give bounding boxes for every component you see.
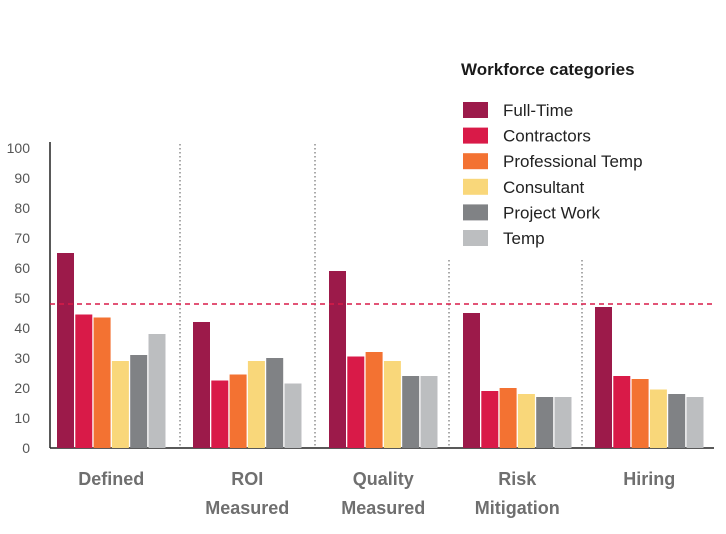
bar-professional-temp-0	[93, 317, 111, 448]
bar-project-work-3	[536, 397, 554, 448]
bar-full-time-1	[193, 322, 210, 448]
category-label: Risk	[498, 469, 537, 489]
bar-temp-1	[284, 383, 302, 448]
legend-swatch	[463, 230, 488, 246]
bar-consultant-3	[517, 394, 535, 448]
category-label: Measured	[205, 498, 289, 518]
legend-swatch	[463, 204, 488, 221]
y-tick-label: 40	[14, 320, 30, 336]
bar-full-time-3	[463, 313, 480, 448]
y-tick-label: 30	[14, 350, 30, 366]
y-tick-label: 90	[14, 170, 30, 186]
category-labels: Defined ROI Measured Quality Measured Risk Mit…	[78, 469, 675, 518]
bar-professional-temp-4	[631, 379, 649, 448]
y-tick-label: 60	[14, 260, 30, 276]
bar-contractors-3	[481, 391, 499, 448]
bar-professional-temp-1	[229, 374, 247, 448]
y-tick-label: 100	[7, 140, 31, 156]
legend-label: Full-Time	[503, 101, 573, 120]
y-tick-label: 20	[14, 380, 30, 396]
bar-project-work-2	[402, 376, 420, 448]
legend-label: Professional Temp	[503, 152, 643, 171]
bar-project-work-1	[266, 358, 284, 448]
bar-consultant-4	[649, 389, 667, 448]
legend-swatch	[463, 102, 488, 118]
bar-full-time-0	[57, 253, 74, 448]
y-tick-label: 50	[14, 290, 30, 306]
bar-consultant-1	[247, 361, 265, 448]
legend-swatch	[463, 178, 488, 195]
legend: Workforce categories Full-Time Contractor…	[461, 60, 643, 248]
legend-swatch	[463, 127, 488, 144]
y-tick-label: 70	[14, 230, 30, 246]
bar-contractors-0	[75, 314, 93, 448]
bar-full-time-2	[329, 271, 346, 448]
bar-consultant-0	[111, 361, 129, 448]
legend-title: Workforce categories	[461, 60, 635, 79]
bar-temp-0	[148, 334, 166, 448]
legend-label: Consultant	[503, 178, 585, 197]
category-label: ROI	[231, 469, 263, 489]
category-label: Measured	[341, 498, 425, 518]
legend-label: Contractors	[503, 127, 591, 146]
bar-project-work-4	[668, 394, 686, 448]
bar-temp-4	[686, 397, 704, 448]
bar-consultant-2	[383, 361, 401, 448]
category-label: Quality	[353, 469, 414, 489]
category-label: Defined	[78, 469, 144, 489]
legend-swatch	[463, 153, 488, 170]
y-tick-label: 80	[14, 200, 30, 216]
bar-temp-2	[420, 376, 438, 448]
bar-project-work-0	[130, 355, 148, 448]
bar-contractors-1	[211, 380, 229, 448]
bar-contractors-2	[347, 356, 365, 448]
bar-temp-3	[554, 397, 572, 448]
legend-label: Project Work	[503, 203, 600, 222]
bar-full-time-4	[595, 307, 612, 448]
bar-professional-temp-2	[365, 352, 383, 448]
category-label: Mitigation	[475, 498, 560, 518]
bar-contractors-4	[613, 376, 631, 448]
category-label: Hiring	[623, 469, 675, 489]
y-tick-label: 10	[14, 410, 30, 426]
y-tick-label: 0	[22, 440, 30, 456]
legend-label: Temp	[503, 229, 545, 248]
bar-professional-temp-3	[499, 388, 517, 448]
bars	[50, 253, 714, 448]
